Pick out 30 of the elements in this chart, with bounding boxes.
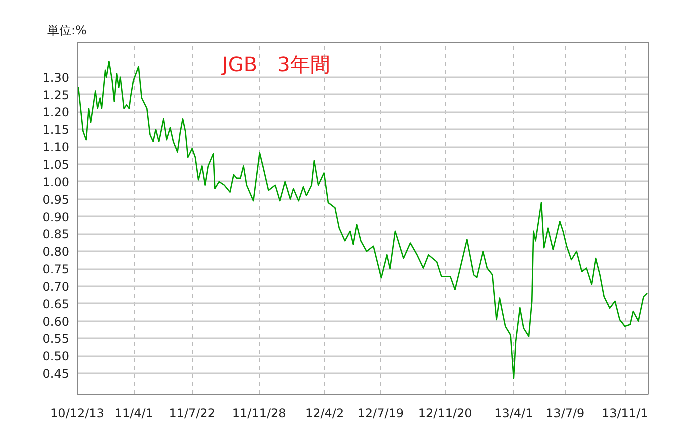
x-tick-label: 13/4/1: [494, 406, 534, 420]
text: JGB 3年間: [220, 52, 330, 76]
y-tick-label: 0.50: [42, 350, 70, 364]
y-tick-label: 1.25: [42, 88, 70, 102]
y-tick-label: 0.85: [42, 228, 70, 242]
y-tick-label: 1.15: [42, 123, 70, 138]
x-tick-label: 11/4/1: [114, 406, 154, 420]
y-tick-label: 0.90: [42, 210, 70, 224]
x-tick-label: 12/11/20: [418, 406, 472, 420]
y-tick-label: 0.65: [42, 297, 70, 312]
y-tick-label: 1.00: [42, 175, 70, 190]
y-tick-label: 1.05: [42, 158, 70, 172]
x-tick-label: 13/11/1: [602, 406, 648, 420]
y-tick-label: 0.80: [42, 245, 70, 260]
y-tick-label: 0.55: [42, 332, 70, 346]
y-tick-label: 0.95: [42, 192, 70, 207]
y-tick-label: 1.30: [42, 70, 70, 85]
x-tick-label: 11/7/22: [169, 406, 216, 420]
y-tick-label: 0.60: [42, 314, 70, 329]
y-tick-label: 0.45: [42, 367, 70, 382]
x-tick-label: 12/7/19: [358, 406, 404, 420]
y-tick-label: 0.75: [42, 262, 70, 277]
x-tick-label: 13/7/9: [546, 406, 585, 420]
x-tick-label: 11/11/28: [232, 406, 286, 420]
x-tick-label: 10/12/13: [50, 406, 104, 420]
y-tick-label: 0.70: [42, 280, 70, 294]
y-tick-label: 1.10: [42, 140, 70, 155]
y-tick-label: 1.20: [42, 106, 70, 120]
x-tick-label: 12/4/2: [306, 406, 344, 420]
y-axis-title: 単位:%: [48, 24, 87, 38]
